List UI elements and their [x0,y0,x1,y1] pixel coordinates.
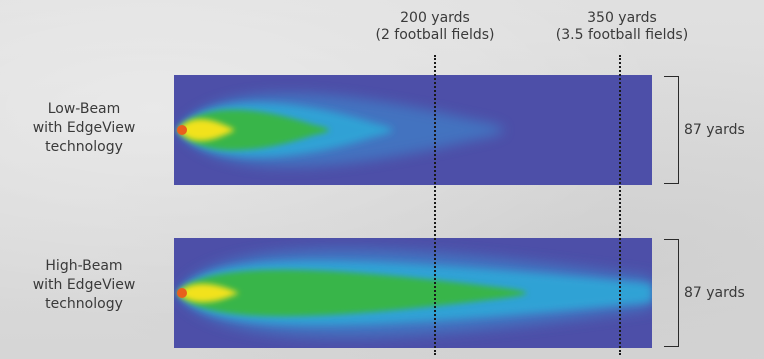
high-beam-yellow [178,283,239,303]
low-beam-green [178,109,329,151]
low-beam-label-line3: technology [45,139,123,155]
low-beam-width-label: 87 yards [684,122,745,138]
low-beam-label-line2: with EdgeView [32,120,136,136]
marker-label-350: 350 yards (3.5 football fields) [548,10,696,44]
high-beam-width-label: 87 yards [684,285,745,301]
low-beam-heatmap [174,75,652,185]
high-beam-label: High-Beam with EdgeView technology [0,257,168,314]
high-beam-pattern [174,238,652,348]
high-beam-green [178,269,527,317]
marker-line-350 [619,55,621,355]
marker-line-200 [434,55,436,355]
high-beam-hotspot [177,288,187,298]
high-beam-label-line3: technology [45,296,123,312]
marker-label-200: 200 yards (2 football fields) [368,10,502,44]
high-beam-width-bracket [664,239,679,347]
high-beam-heatmap [174,238,652,348]
low-beam-yellow [178,119,235,141]
low-beam-width-bracket [664,76,679,184]
high-beam-label-line2: with EdgeView [32,277,136,293]
marker-350-fields: (3.5 football fields) [555,27,689,43]
marker-200-fields: (2 football fields) [375,27,495,43]
marker-350-distance: 350 yards [587,10,657,26]
low-beam-hotspot [177,125,187,135]
low-beam-pattern [174,75,652,185]
high-beam-label-line1: High-Beam [45,258,123,274]
low-beam-label: Low-Beam with EdgeView technology [0,100,168,157]
marker-200-distance: 200 yards [400,10,470,26]
low-beam-label-line1: Low-Beam [47,101,121,117]
